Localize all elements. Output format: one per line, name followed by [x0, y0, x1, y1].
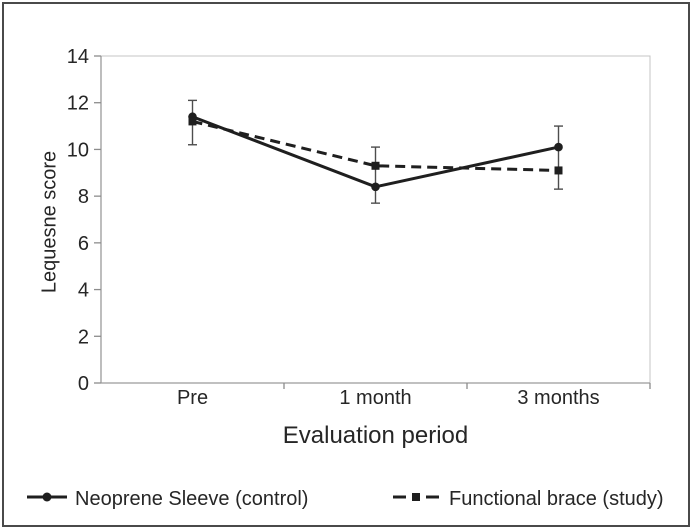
y-tick-label: 8 [78, 186, 89, 208]
dashed-line-square-marker-icon [393, 490, 441, 509]
plot-border [100, 55, 651, 384]
data-point-circle-marker [371, 182, 380, 192]
legend-label-neoprene-sleeve: Neoprene Sleeve (control) [75, 487, 309, 510]
x-category-label: 1 month [339, 387, 411, 409]
series-line-dashed [192, 119, 559, 172]
solid-line-circle-marker-icon [27, 490, 67, 509]
data-point-square-marker [188, 117, 197, 126]
y-tick-label: 14 [67, 46, 89, 68]
legend: Neoprene Sleeve (control) Functional bra… [0, 484, 693, 514]
x-category-label: 3 months [517, 387, 599, 409]
legend-item-functional-brace: Functional brace (study) [393, 484, 664, 514]
x-axis-title-text: Evaluation period [282, 422, 469, 449]
y-tick-label: 2 [78, 326, 89, 348]
y-tick-label: 4 [78, 280, 89, 302]
y-tick-label: 6 [78, 233, 89, 255]
legend-item-neoprene-sleeve: Neoprene Sleeve (control) [27, 484, 308, 514]
data-point-square-marker [371, 161, 380, 170]
x-axis-title: Evaluation period [101, 422, 650, 450]
y-tick-label: 12 [67, 93, 89, 115]
data-point-square-marker [554, 166, 563, 175]
y-tick-label: 10 [67, 139, 89, 161]
y-axis-title-text: Lequesne score [38, 150, 61, 294]
y-tick-label: 0 [78, 373, 89, 395]
data-point-circle-marker [554, 142, 563, 152]
legend-label-functional-brace: Functional brace (study) [449, 487, 664, 510]
x-category-label: Pre [177, 387, 208, 409]
